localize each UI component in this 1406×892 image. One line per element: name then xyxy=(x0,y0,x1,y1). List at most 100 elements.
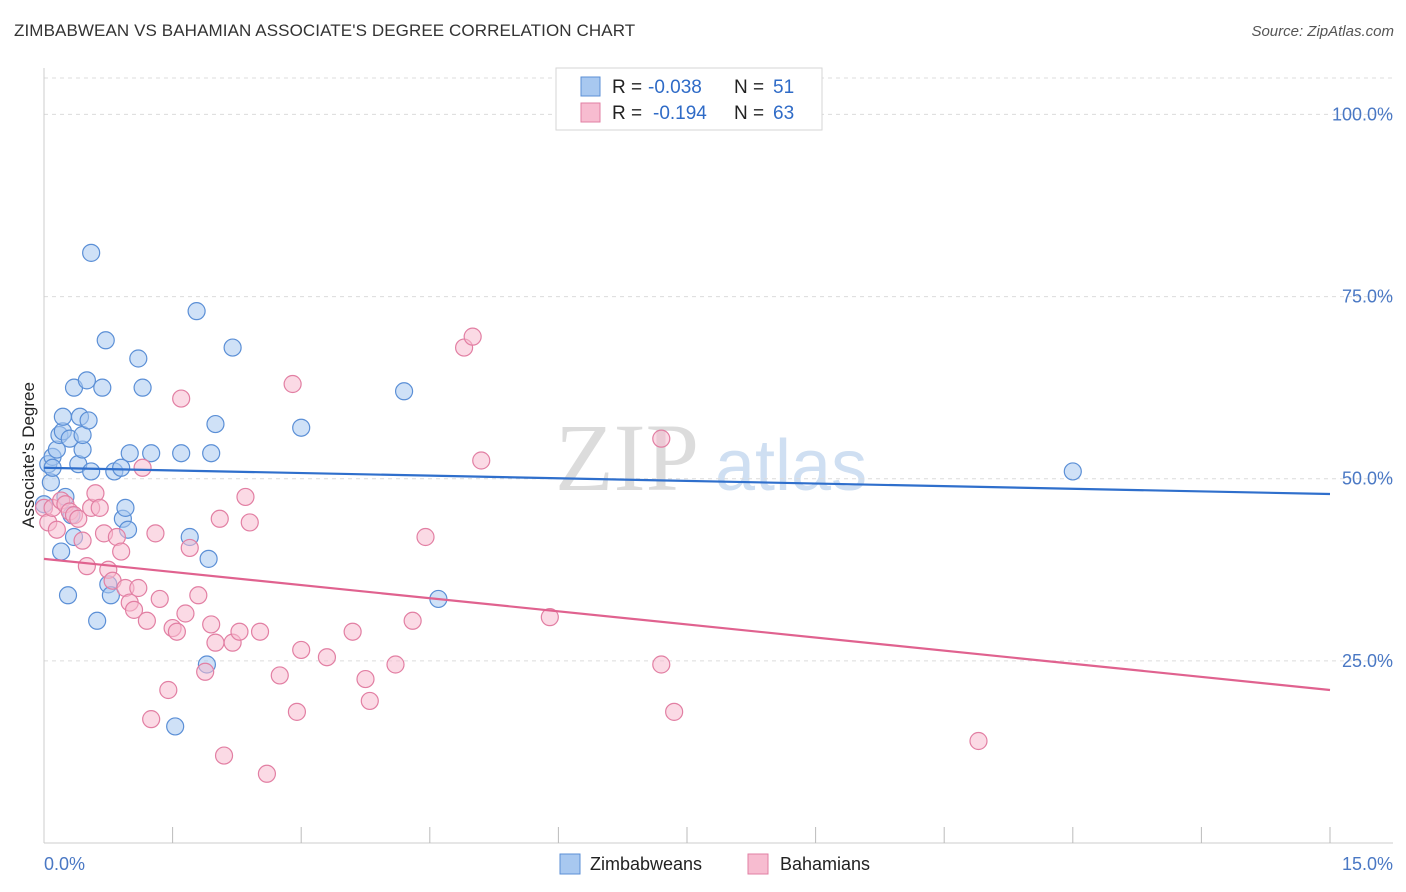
legend-r-value-zimbabweans: -0.038 xyxy=(648,77,702,98)
point-zimbabweans-34 xyxy=(120,444,139,463)
point-bahamians-9 xyxy=(73,531,92,550)
point-bahamians-37 xyxy=(206,633,225,652)
point-bahamians-43 xyxy=(240,513,259,532)
point-bahamians-39 xyxy=(214,746,234,765)
point-bahamians-46 xyxy=(270,666,289,685)
point-bahamians-13 xyxy=(90,498,109,517)
bottom-legend-label-zimbabweans: Zimbabweans xyxy=(590,854,702,874)
point-bahamians-30 xyxy=(167,622,186,641)
point-zimbabweans-40 xyxy=(187,302,206,321)
point-zimbabweans-50 xyxy=(166,717,185,736)
point-bahamians-59 xyxy=(472,451,491,470)
point-bahamians-49 xyxy=(292,640,311,660)
point-zimbabweans-44 xyxy=(206,414,225,434)
trend-lines xyxy=(43,466,1331,692)
point-zimbabweans-45 xyxy=(223,338,242,357)
point-zimbabweans-23 xyxy=(82,462,101,481)
legend-r-value-bahamians: -0.194 xyxy=(653,103,707,124)
point-bahamians-47 xyxy=(283,374,302,394)
point-bahamians-23 xyxy=(133,458,152,477)
point-bahamians-24 xyxy=(137,611,156,630)
point-bahamians-21 xyxy=(124,600,144,619)
watermark-atlas: atlas xyxy=(715,426,867,506)
point-bahamians-54 xyxy=(386,655,405,674)
point-bahamians-64 xyxy=(969,731,988,751)
point-bahamians-53 xyxy=(360,691,379,711)
legend-r-label-bahamians: R = xyxy=(612,103,642,124)
point-zimbabweans-35 xyxy=(129,349,148,368)
point-bahamians-58 xyxy=(463,327,482,346)
series-bahamians xyxy=(34,327,988,783)
point-zimbabweans-26 xyxy=(96,331,115,350)
point-bahamians-52 xyxy=(356,669,375,689)
point-bahamians-8 xyxy=(69,509,88,528)
bottom-legend-swatch-zimbabweans xyxy=(559,853,581,875)
point-bahamians-10 xyxy=(77,557,96,576)
point-bahamians-25 xyxy=(142,710,161,729)
legend-r-label-zimbabweans: R = xyxy=(612,77,642,98)
point-bahamians-36 xyxy=(202,615,221,634)
x-tick-label-max: 15.0% xyxy=(1342,854,1393,874)
point-bahamians-61 xyxy=(652,429,671,448)
legend-swatch-bahamians xyxy=(580,102,601,123)
point-bahamians-44 xyxy=(250,622,270,641)
bottom-legend-swatch-bahamians xyxy=(747,853,769,875)
point-bahamians-28 xyxy=(159,680,178,700)
y-tick-label-0: 25.0% xyxy=(1342,651,1393,671)
watermark: ZIP atlas xyxy=(555,404,867,511)
x-tick-labels: 0.0% 15.0% xyxy=(44,854,1393,874)
point-zimbabweans-46 xyxy=(292,418,311,437)
point-zimbabweans-11 xyxy=(58,586,78,605)
chart-source: Source: ZipAtlas.com xyxy=(1251,23,1394,40)
point-bahamians-45 xyxy=(257,764,277,783)
point-bahamians-63 xyxy=(665,702,684,721)
y-axis-title: Associate's Degree xyxy=(19,382,38,528)
point-zimbabweans-30 xyxy=(112,458,131,477)
stats-legend: R = -0.038 N = 51 R = -0.194 N = 63 xyxy=(555,67,823,131)
point-zimbabweans-38 xyxy=(172,444,191,463)
point-zimbabweans-20 xyxy=(77,371,96,390)
point-bahamians-34 xyxy=(189,586,208,605)
chart-title: ZIMBABWEAN VS BAHAMIAN ASSOCIATE'S DEGRE… xyxy=(14,21,636,40)
y-tick-label-2: 75.0% xyxy=(1342,287,1393,307)
point-bahamians-3 xyxy=(47,520,66,539)
point-zimbabweans-43 xyxy=(202,444,221,463)
y-tick-label-1: 50.0% xyxy=(1342,469,1393,489)
point-zimbabweans-25 xyxy=(93,378,112,397)
point-bahamians-41 xyxy=(230,622,249,641)
point-zimbabweans-24 xyxy=(88,611,107,630)
x-tick-label-min: 0.0% xyxy=(44,854,85,874)
point-zimbabweans-36 xyxy=(133,378,152,397)
point-bahamians-48 xyxy=(287,702,307,721)
legend-n-label-bahamians: N = xyxy=(734,103,764,124)
point-zimbabweans-37 xyxy=(142,444,161,463)
point-bahamians-26 xyxy=(146,524,165,543)
legend-n-value-bahamians: 63 xyxy=(773,103,794,124)
point-bahamians-32 xyxy=(176,604,195,623)
point-zimbabweans-7 xyxy=(52,542,71,561)
trend-line-zimbabweans xyxy=(43,466,1331,496)
point-bahamians-38 xyxy=(210,509,229,528)
y-tick-labels: 25.0% 50.0% 75.0% 100.0% xyxy=(1332,104,1393,670)
point-bahamians-42 xyxy=(236,487,255,507)
point-bahamians-31 xyxy=(172,389,191,408)
legend-swatch-zimbabweans xyxy=(580,76,601,97)
point-zimbabweans-42 xyxy=(199,549,218,568)
point-bahamians-55 xyxy=(403,611,422,630)
point-bahamians-51 xyxy=(343,622,362,641)
point-bahamians-33 xyxy=(180,538,199,558)
point-zimbabweans-21 xyxy=(79,411,98,430)
legend-n-value-zimbabweans: 51 xyxy=(773,77,794,98)
bottom-legend-label-bahamians: Bahamians xyxy=(780,854,870,874)
point-bahamians-22 xyxy=(129,578,148,598)
point-zimbabweans-32 xyxy=(116,498,135,517)
point-bahamians-27 xyxy=(150,589,169,609)
series-legend: Zimbabweans Bahamians xyxy=(559,853,870,875)
point-zimbabweans-9 xyxy=(53,407,72,426)
point-bahamians-60 xyxy=(540,608,559,627)
point-bahamians-18 xyxy=(112,542,131,561)
y-tick-label-3: 100.0% xyxy=(1332,104,1393,124)
point-bahamians-35 xyxy=(196,662,215,681)
point-zimbabweans-49 xyxy=(1063,462,1082,481)
